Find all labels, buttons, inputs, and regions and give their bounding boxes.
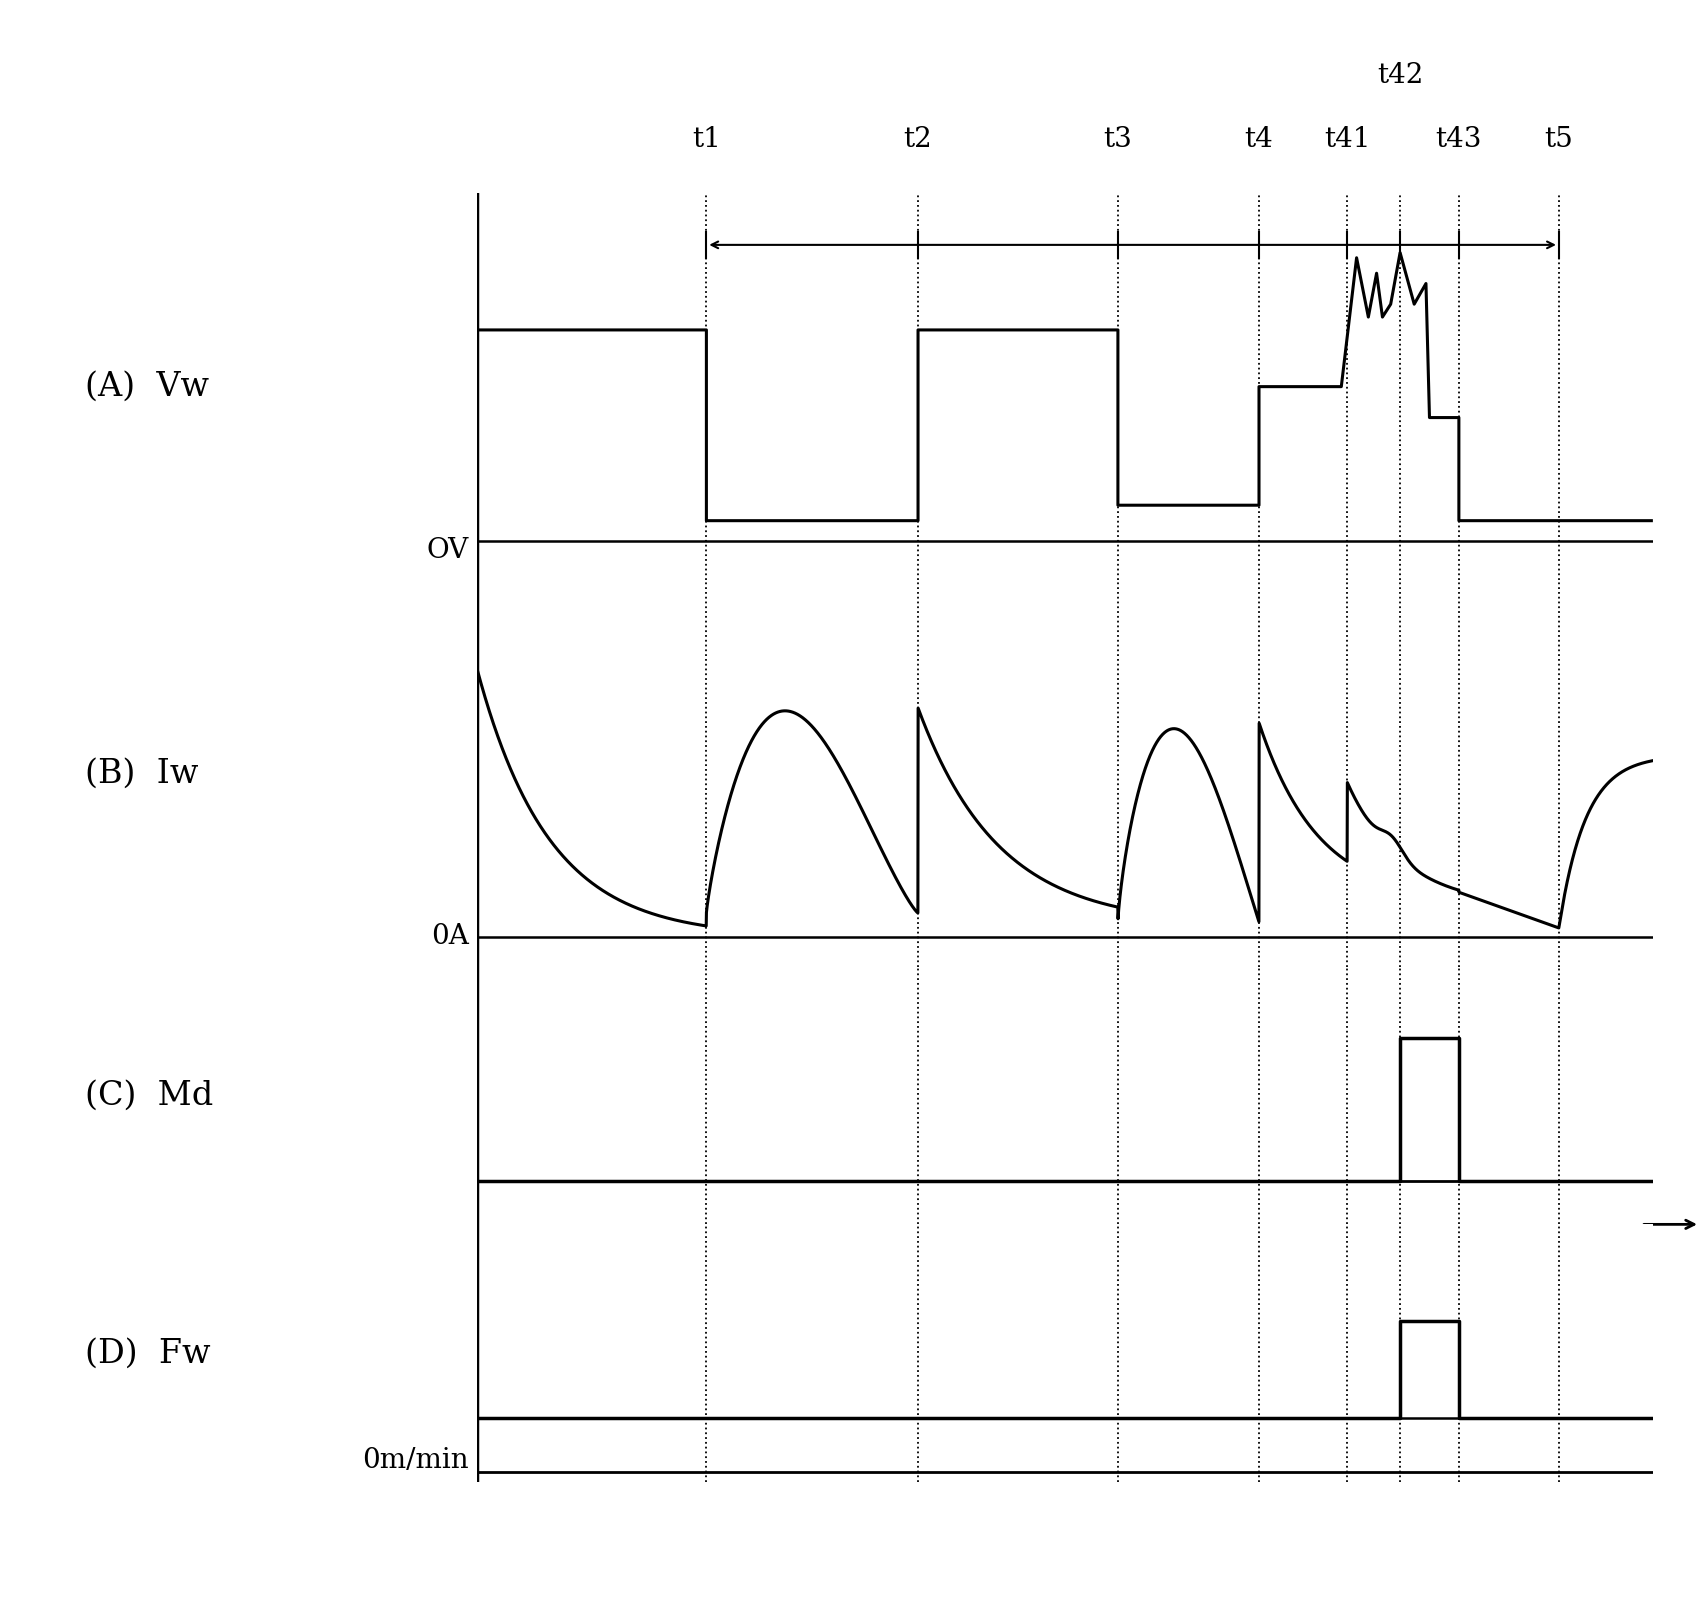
Text: t5: t5	[1544, 126, 1573, 153]
Text: 0m/min: 0m/min	[361, 1447, 469, 1474]
Text: 0A: 0A	[431, 923, 469, 950]
Text: t42: t42	[1377, 61, 1423, 89]
Text: (B)  Iw: (B) Iw	[85, 757, 199, 789]
Text: t1: t1	[692, 126, 721, 153]
Text: OV: OV	[426, 536, 469, 564]
Text: t41: t41	[1324, 126, 1370, 153]
Text: t43: t43	[1436, 126, 1482, 153]
Text: (D)  Fw: (D) Fw	[85, 1337, 211, 1369]
Text: (A)  Vw: (A) Vw	[85, 371, 210, 403]
Text: (C)  Md: (C) Md	[85, 1079, 213, 1112]
Text: t4: t4	[1244, 126, 1273, 153]
Text: t2: t2	[903, 126, 932, 153]
Text: t3: t3	[1104, 126, 1131, 153]
